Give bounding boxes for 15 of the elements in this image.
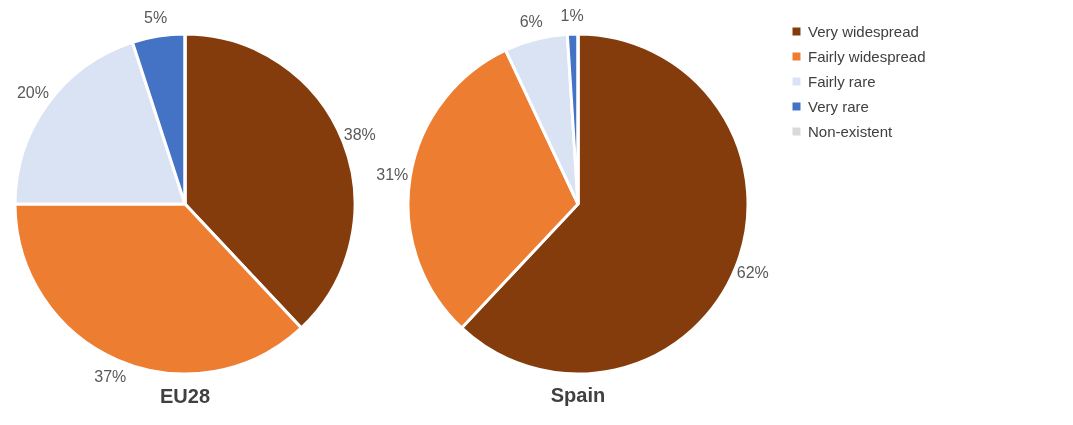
data-label: 37% bbox=[94, 367, 127, 385]
data-label: 31% bbox=[376, 165, 409, 183]
slice-label: Spain bbox=[550, 384, 606, 406]
legend-label: Fairly widespread bbox=[808, 47, 926, 65]
legend-label: Very rare bbox=[808, 97, 869, 115]
data-label: 62% bbox=[736, 264, 769, 282]
data-label: 38% bbox=[343, 125, 376, 143]
legend-label: Non-existent bbox=[808, 122, 894, 140]
data-label: 1% bbox=[560, 7, 584, 25]
slice-label: EU28 bbox=[159, 384, 211, 407]
data-label: 5% bbox=[144, 9, 168, 27]
data-label: 20% bbox=[16, 84, 49, 102]
data-label: 6% bbox=[519, 12, 543, 30]
legend-label: Very widespread bbox=[808, 22, 919, 40]
legend-label: Fairly rare bbox=[808, 72, 876, 90]
